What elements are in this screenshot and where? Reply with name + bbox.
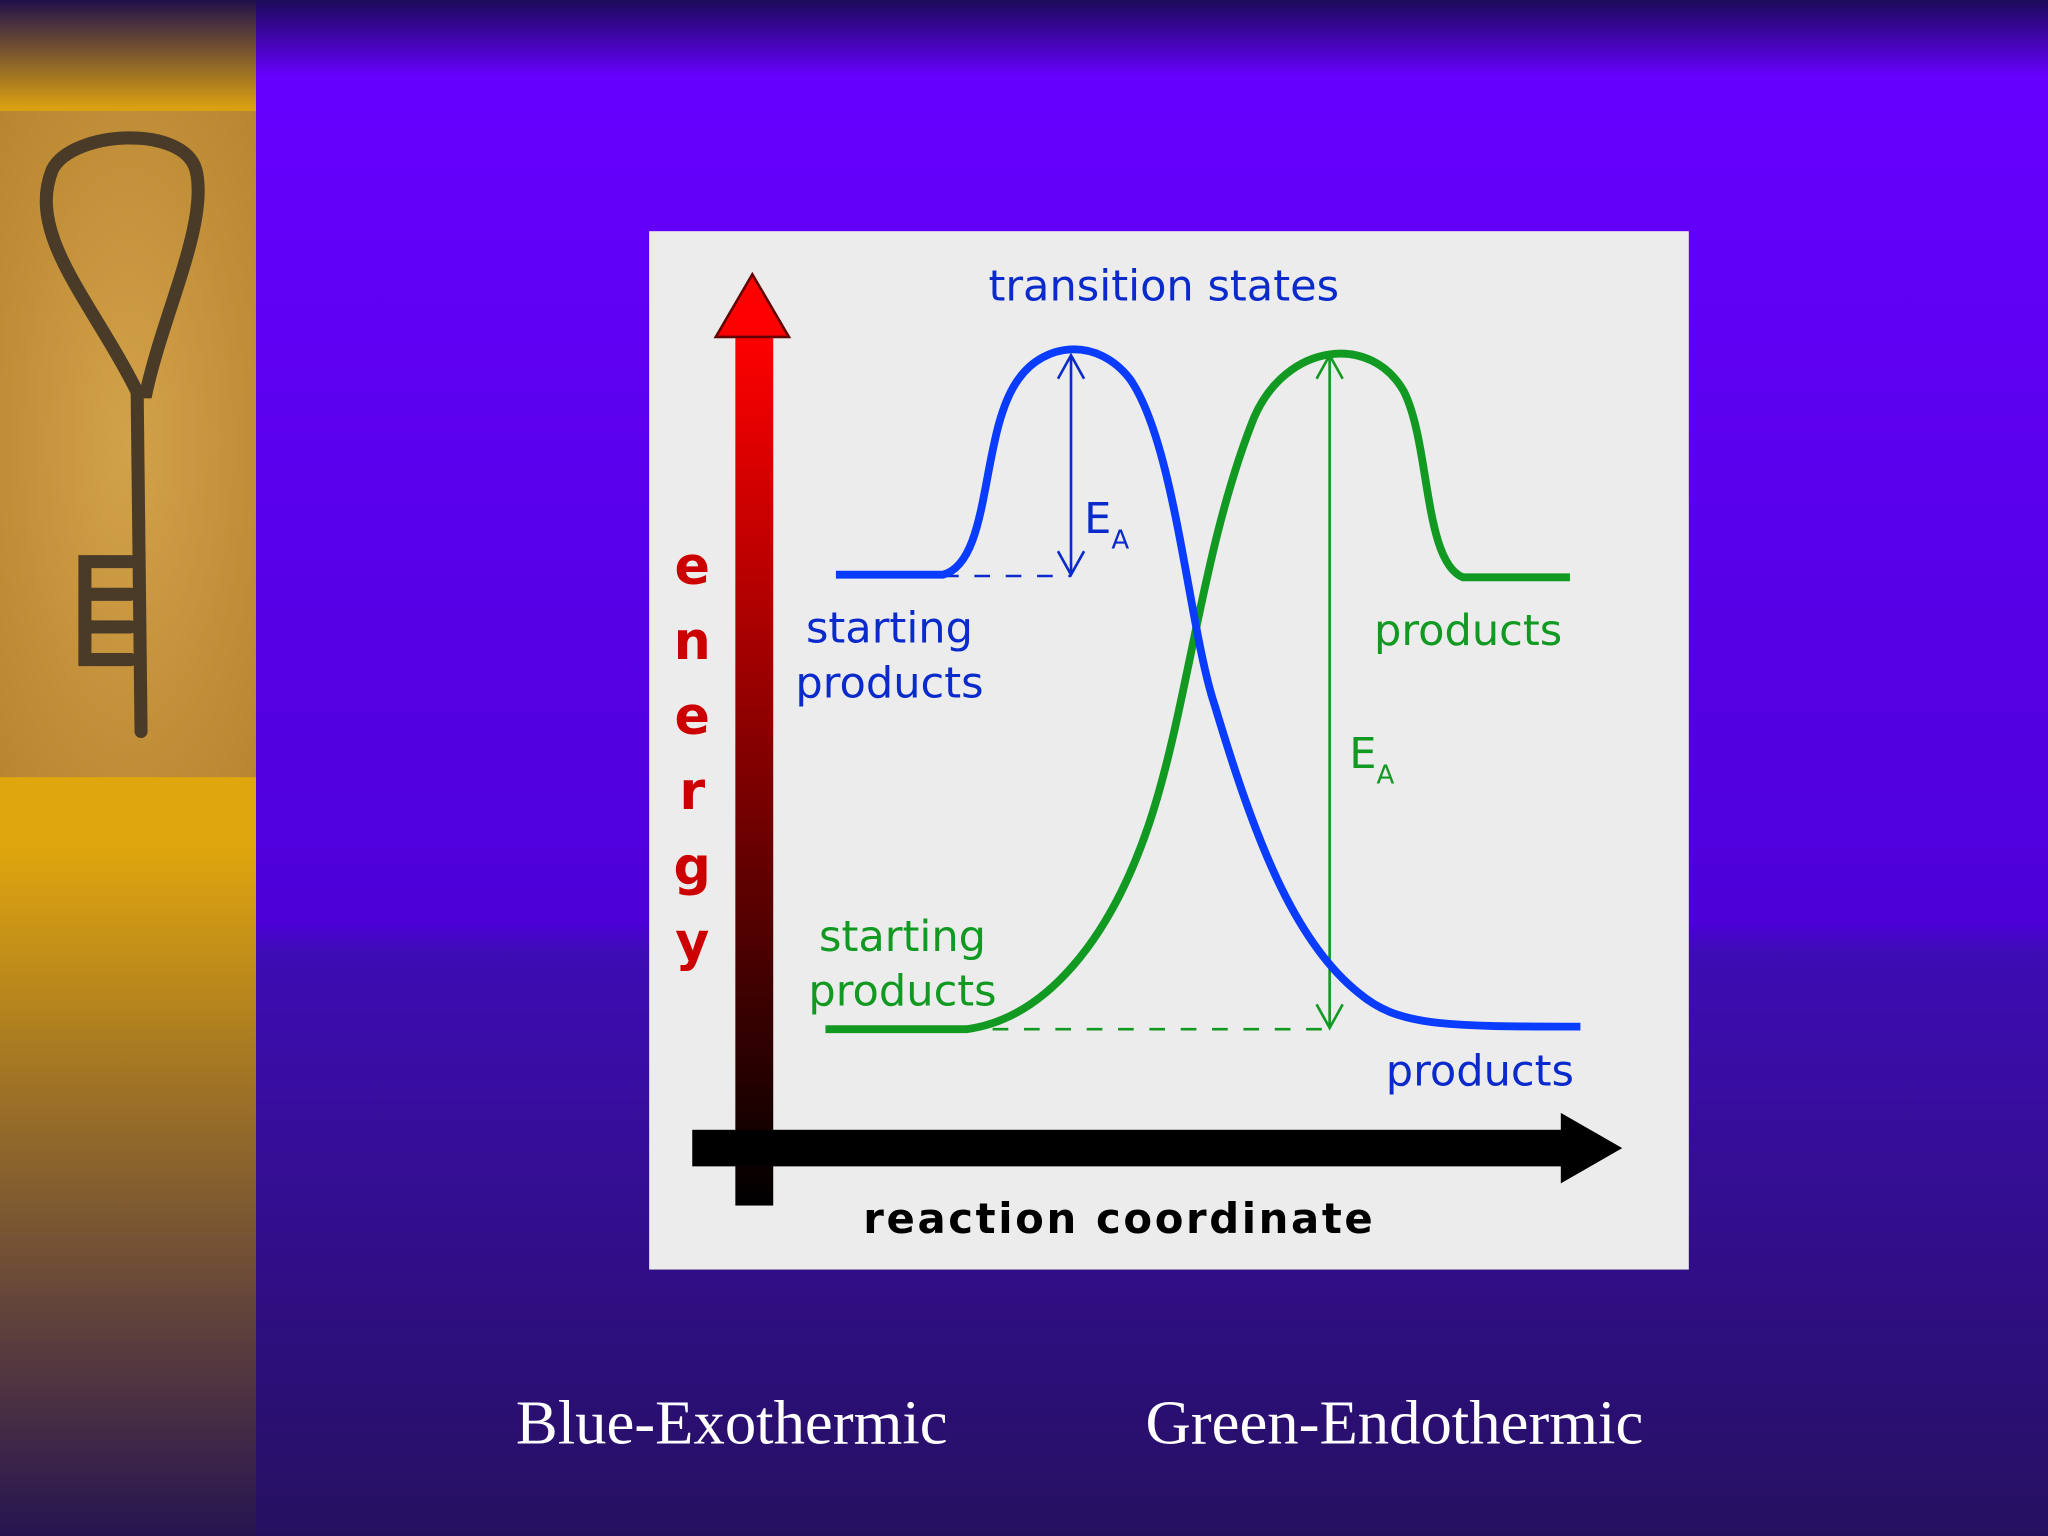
- label-letter: g: [674, 837, 711, 897]
- label-letter: e: [675, 537, 710, 597]
- blue-start-label: starting products: [795, 604, 983, 709]
- x-axis-label: reaction coordinate: [863, 1194, 1375, 1243]
- caption: Green-Endothermic: [1145, 1387, 1643, 1457]
- label-letter: y: [675, 912, 709, 972]
- reaction-arrowhead: [1560, 1112, 1623, 1184]
- key: [39, 131, 205, 738]
- green-start-label: starting products: [808, 912, 996, 1017]
- label-line: starting: [819, 912, 986, 962]
- label-letter: n: [674, 612, 711, 672]
- ea-sub: A: [1376, 761, 1394, 791]
- label-letter: r: [679, 762, 705, 822]
- key-photo: [0, 111, 256, 778]
- label-line: starting: [806, 604, 973, 654]
- green-curve: [825, 349, 1570, 1034]
- label-letter: e: [675, 687, 710, 747]
- ea-main: E: [1084, 494, 1111, 544]
- energy-axis: [735, 333, 774, 1206]
- caption: Blue-Exothermic: [516, 1387, 948, 1457]
- label-line: products: [795, 658, 983, 708]
- blue-ea-label: EA: [1084, 494, 1129, 556]
- transition-label: transition states: [988, 261, 1339, 311]
- blue-curve: [835, 345, 1581, 1031]
- ea-sub: A: [1111, 526, 1129, 556]
- label-line: products: [808, 967, 996, 1017]
- ea-main: E: [1349, 729, 1376, 779]
- green-ea-label: EA: [1349, 729, 1394, 791]
- blue-ea-heads: [1056, 352, 1086, 578]
- blue-end-label: products: [1386, 1046, 1574, 1096]
- green-end-label: products: [1374, 606, 1562, 656]
- reaction-axis: [692, 1129, 1565, 1167]
- energy-arrowhead: [713, 271, 792, 339]
